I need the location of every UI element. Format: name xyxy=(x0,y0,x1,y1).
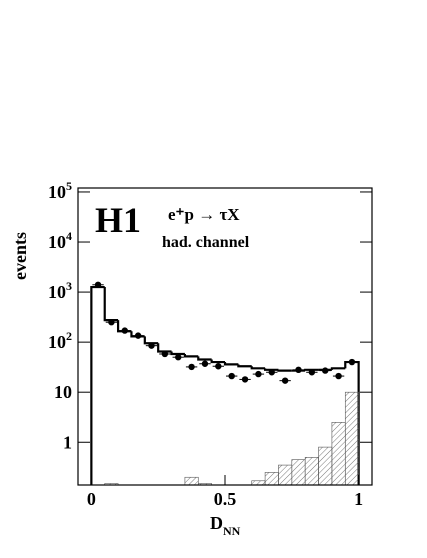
process-label: e⁺p → τX xyxy=(168,205,240,224)
step-segment xyxy=(170,351,185,356)
point-marker xyxy=(188,363,195,371)
hatched-bar xyxy=(331,422,346,486)
point-marker xyxy=(121,327,128,334)
point-marker xyxy=(108,319,115,326)
hatched-bar xyxy=(291,459,306,486)
hatched-bar xyxy=(318,446,333,486)
step-segment xyxy=(103,287,119,322)
step-segment xyxy=(330,367,346,370)
x-axis-label: DNN xyxy=(210,513,241,538)
channel-label: had. channel xyxy=(162,234,250,251)
point-marker xyxy=(241,376,249,383)
step-segment xyxy=(277,369,292,372)
point-marker xyxy=(134,332,142,339)
point-marker xyxy=(268,369,275,376)
x-tick-label: 0.5 xyxy=(214,489,237,509)
data-point xyxy=(319,367,331,374)
step-segment xyxy=(197,356,212,361)
x-tick-label: 1 xyxy=(354,489,363,509)
data-point xyxy=(145,342,158,349)
y-tick-exponent: 3 xyxy=(66,279,72,293)
y-tick-base: 10 xyxy=(48,232,66,252)
point-marker xyxy=(201,360,209,367)
point-marker xyxy=(348,358,356,366)
data-point xyxy=(252,370,265,378)
data-point xyxy=(239,376,251,383)
point-marker xyxy=(308,369,316,376)
point-marker xyxy=(175,354,182,361)
step-segment xyxy=(263,368,279,371)
step-segment xyxy=(210,359,225,364)
y-tick-label: 105 xyxy=(48,179,72,202)
data-point xyxy=(199,360,211,367)
y-tick-label: 1 xyxy=(63,432,72,452)
step-segment xyxy=(304,368,319,371)
data-point xyxy=(172,354,184,361)
data-point xyxy=(212,363,224,370)
data-point xyxy=(306,369,318,376)
point-marker xyxy=(322,367,329,374)
y-tick-label: 102 xyxy=(48,329,72,352)
x-label-sub: NN xyxy=(223,524,241,538)
data-point xyxy=(132,332,144,339)
hatched-bar xyxy=(184,476,199,486)
y-tick-base: 10 xyxy=(48,182,66,202)
y-tick-exponent: 4 xyxy=(66,229,72,243)
hatched-bar xyxy=(304,457,319,486)
data-point xyxy=(226,372,238,380)
data-point xyxy=(119,327,131,334)
y-tick-label: 10 xyxy=(54,382,72,402)
x-tick-label: 0 xyxy=(87,489,96,509)
hatched-bar xyxy=(251,480,266,486)
step-segment xyxy=(237,364,252,368)
y-axis-label: events xyxy=(10,232,30,280)
y-tick-label: 103 xyxy=(48,279,72,302)
point-marker xyxy=(295,366,302,374)
y-tick-label: 104 xyxy=(48,229,72,252)
experiment-label: H1 xyxy=(95,200,141,240)
point-marker xyxy=(148,342,155,349)
point-marker xyxy=(94,281,102,288)
data-point xyxy=(332,372,345,380)
data-point xyxy=(92,281,104,288)
hatched-bar xyxy=(344,391,359,486)
y-tick-exponent: 5 xyxy=(66,179,72,193)
data-point xyxy=(159,350,171,358)
data-point xyxy=(266,369,278,376)
hatched-bar xyxy=(264,472,279,486)
y-tick-exponent: 2 xyxy=(66,329,72,343)
point-marker xyxy=(335,372,342,380)
step-segment xyxy=(223,362,239,366)
point-marker xyxy=(281,377,289,384)
step-segment xyxy=(157,343,172,353)
y-tick-base: 10 xyxy=(48,332,66,352)
point-marker xyxy=(228,372,235,380)
data-point xyxy=(105,319,118,326)
step-segment xyxy=(90,285,105,485)
step-segment xyxy=(143,336,159,345)
data-point xyxy=(185,363,198,371)
y-tick-base: 10 xyxy=(48,282,66,302)
hatched-bar xyxy=(278,464,293,486)
step-segment xyxy=(183,353,199,358)
step-segment xyxy=(250,366,266,370)
data-point xyxy=(279,377,291,384)
data-point xyxy=(292,366,305,374)
point-marker xyxy=(215,363,222,370)
x-label-main: D xyxy=(210,513,223,533)
point-marker xyxy=(255,370,262,378)
data-point xyxy=(346,358,358,366)
point-marker xyxy=(161,350,169,358)
